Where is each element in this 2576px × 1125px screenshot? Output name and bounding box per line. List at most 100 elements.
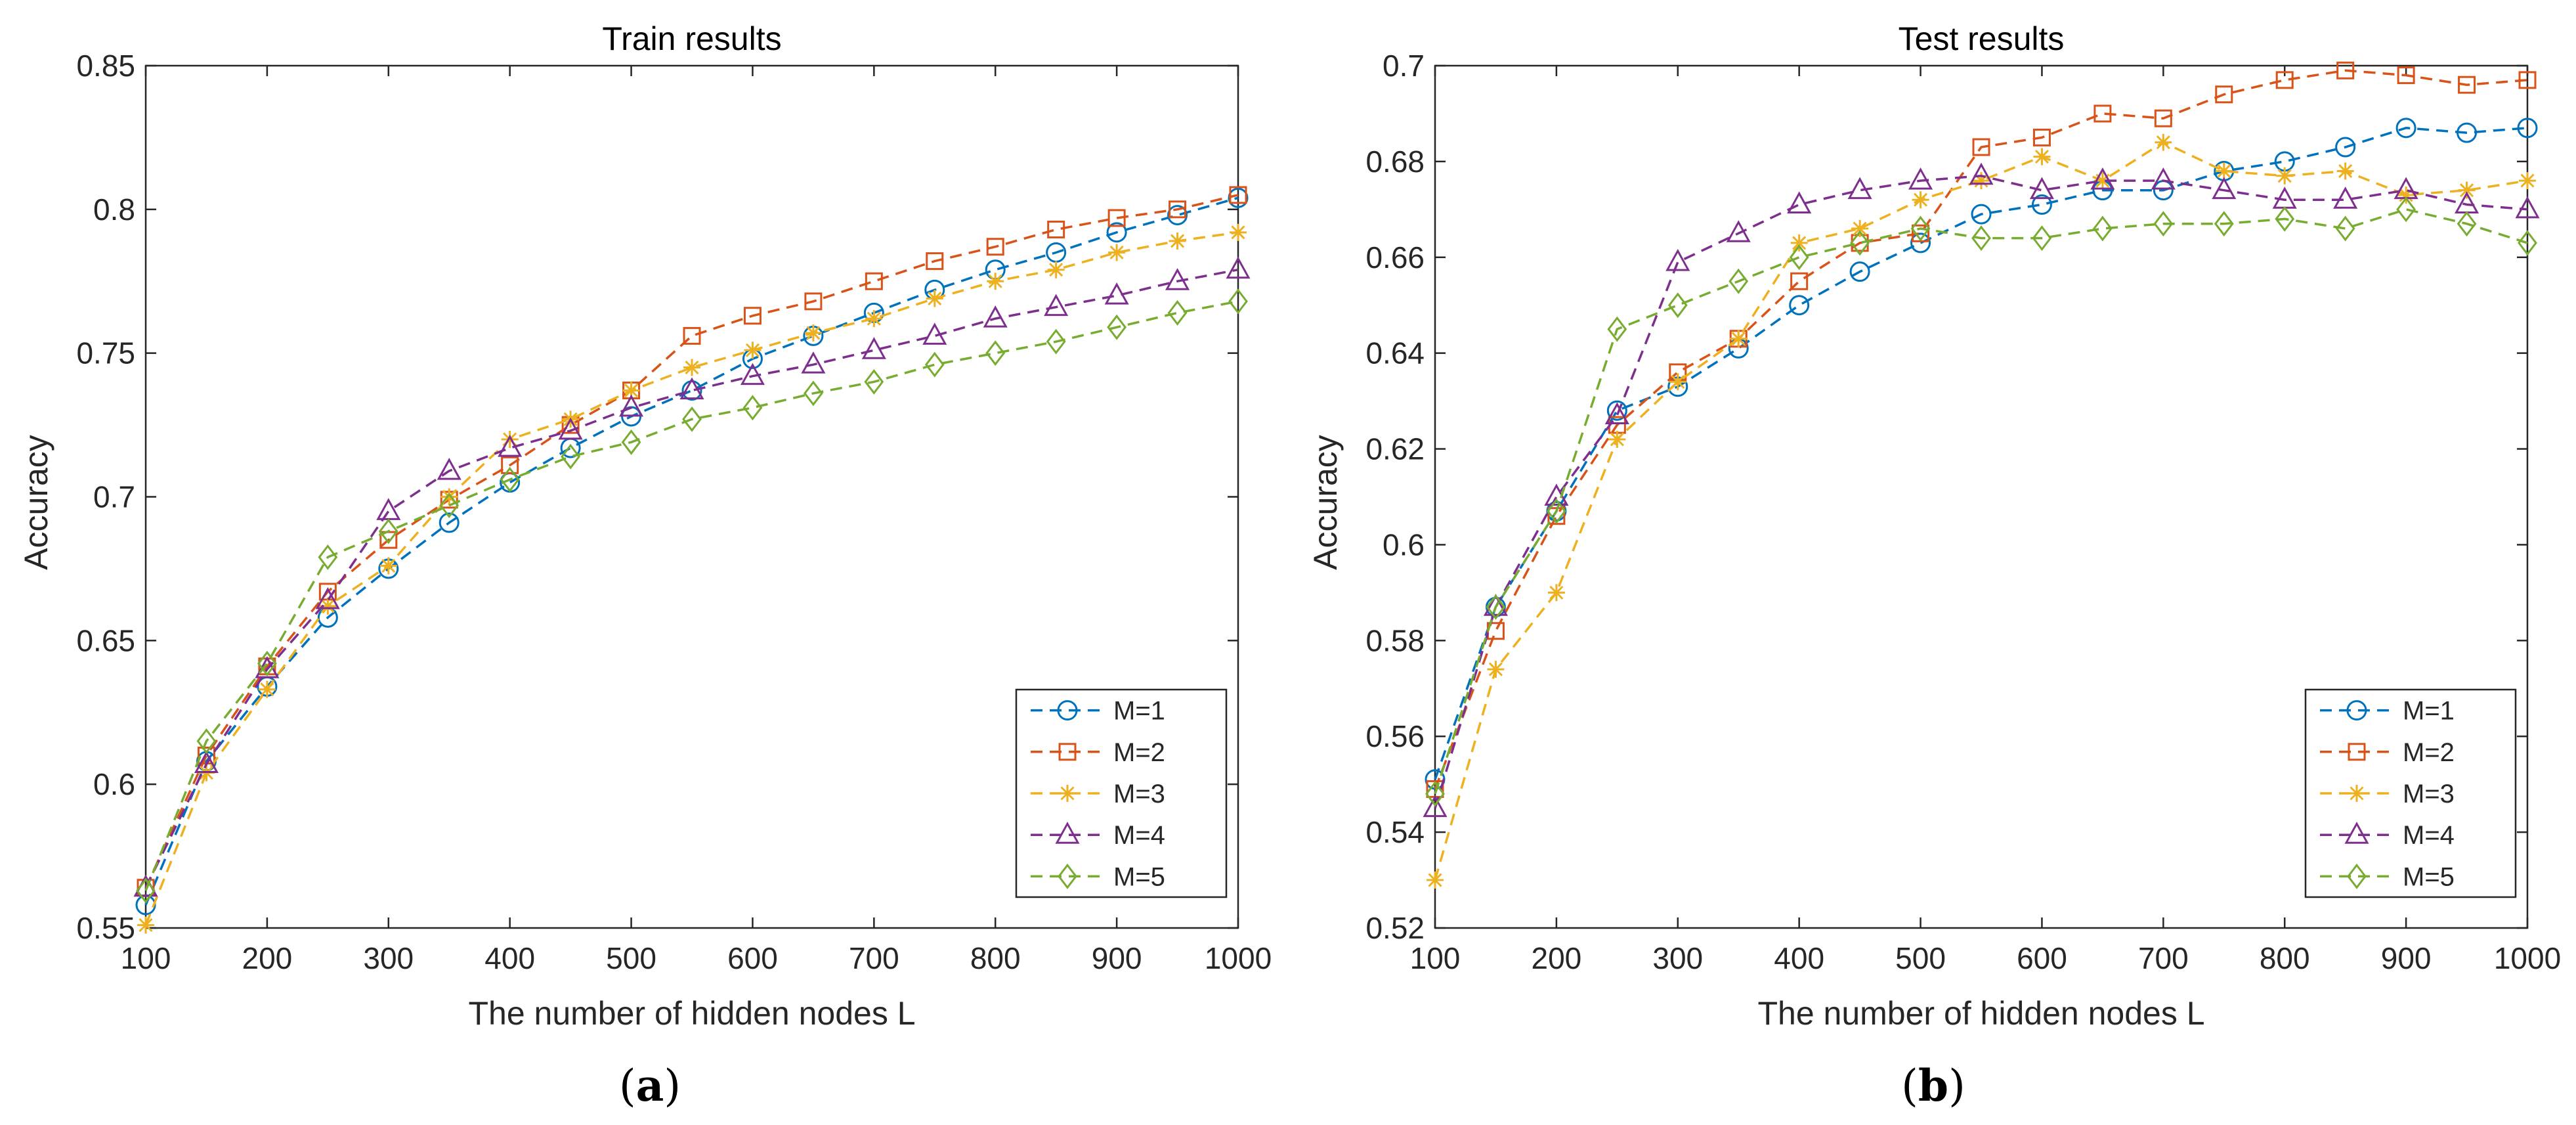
data-point: [376, 498, 401, 520]
data-point: [804, 324, 822, 342]
data-point: [2154, 109, 2172, 127]
data-point: [500, 466, 520, 493]
data-point: [926, 290, 943, 307]
data-point: [1228, 187, 1249, 208]
data-point: [1850, 230, 1870, 256]
y-axis-title: Accuracy: [18, 435, 54, 570]
series-line: [144, 300, 1239, 891]
x-tick-label: 900: [1092, 941, 1142, 975]
legend-marker: [1055, 822, 1080, 844]
y-tick-label: 0.56: [1365, 719, 1425, 753]
data-point: [2458, 76, 2476, 94]
data-point: [1969, 162, 1994, 185]
legend-label: M=3: [1113, 780, 1165, 808]
data-point: [1483, 594, 1508, 616]
panel-b-chart: Test results The number of hidden nodes …: [1307, 20, 2561, 1032]
plot-area: [1434, 64, 2529, 929]
series-M=5: [1425, 196, 2537, 807]
data-point: [440, 488, 458, 506]
data-point: [2397, 186, 2415, 204]
data-point: [865, 272, 883, 290]
data-point: [1044, 294, 1069, 317]
data-point: [1106, 222, 1127, 243]
data-point: [2093, 215, 2113, 242]
y-tick-label: 0.66: [1365, 240, 1425, 275]
data-point: [2458, 181, 2476, 199]
x-tick-label: 300: [363, 941, 414, 975]
data-point: [1908, 167, 1933, 190]
legend: M=1 M=2 M=3 M=4 M=5: [1015, 688, 1228, 898]
data-point: [1226, 256, 1251, 279]
data-point: [2032, 128, 2051, 146]
series-line: [1434, 208, 2528, 795]
y-tick-label: 0.68: [1365, 144, 1425, 179]
legend-label: M=2: [2403, 738, 2455, 767]
x-tick-label: 400: [1774, 941, 1824, 975]
data-point: [1851, 220, 1869, 238]
data-point: [1728, 268, 1749, 294]
x-tick-label: 600: [727, 941, 778, 975]
data-point: [1606, 400, 1627, 421]
x-tick-label: 800: [2260, 941, 2310, 975]
data-point: [2518, 71, 2537, 89]
series-M=3: [1427, 133, 2536, 889]
data-point: [742, 395, 763, 421]
series-M=3: [137, 223, 1247, 934]
data-point: [2457, 211, 2477, 237]
data-point: [2396, 196, 2416, 223]
y-tick-label: 0.64: [1365, 336, 1425, 370]
data-point: [1667, 292, 1688, 319]
data-point: [986, 238, 1004, 256]
data-point: [2093, 172, 2111, 190]
legend-label: M=4: [1113, 821, 1165, 850]
data-point: [1228, 288, 1248, 315]
legend-marker: [2348, 785, 2365, 802]
panel-label-b: (b): [1901, 1060, 1965, 1111]
data-point: [561, 443, 580, 470]
data-point: [2336, 61, 2355, 79]
data-point: [379, 557, 397, 575]
data-point: [804, 380, 823, 407]
data-point: [985, 340, 1006, 366]
legend-label: M=4: [2403, 821, 2455, 850]
legend-marker: [1059, 785, 1076, 802]
data-point: [2093, 104, 2112, 123]
data-point: [501, 430, 519, 448]
data-point: [137, 916, 154, 934]
data-point: [1789, 244, 1809, 271]
chart-title: Train results: [602, 20, 781, 57]
y-tick-label: 0.55: [76, 911, 135, 945]
y-tick-label: 0.52: [1365, 911, 1425, 945]
data-point: [2335, 215, 2355, 242]
data-point: [1165, 268, 1190, 290]
data-point: [1726, 220, 1751, 242]
legend-marker: [2346, 700, 2367, 721]
data-point: [1167, 299, 1188, 326]
series-M=2: [1426, 61, 2537, 798]
x-tick-label: 400: [484, 941, 535, 975]
data-point: [1486, 594, 1506, 620]
data-point: [861, 337, 886, 359]
data-point: [258, 680, 276, 698]
data-point: [983, 305, 1008, 328]
data-point: [319, 597, 337, 615]
x-axis-title: The number of hidden nodes L: [468, 995, 915, 1032]
legend-label: M=2: [1113, 738, 1165, 767]
data-point: [2395, 118, 2416, 139]
x-tick-label: 600: [2017, 941, 2067, 975]
x-tick-label: 200: [242, 941, 293, 975]
x-tick-label: 200: [1532, 941, 1582, 975]
data-point: [1604, 402, 1629, 424]
data-point: [2155, 133, 2172, 151]
legend-marker: [2347, 863, 2367, 889]
data-point: [1487, 661, 1505, 678]
series-line: [1434, 175, 2528, 809]
data-point: [801, 351, 826, 374]
y-tick-label: 0.6: [1383, 527, 1425, 562]
data-point: [1486, 622, 1505, 640]
data-point: [437, 458, 462, 480]
y-tick-label: 0.7: [93, 480, 135, 514]
data-point: [2335, 137, 2356, 158]
data-point: [926, 252, 944, 271]
